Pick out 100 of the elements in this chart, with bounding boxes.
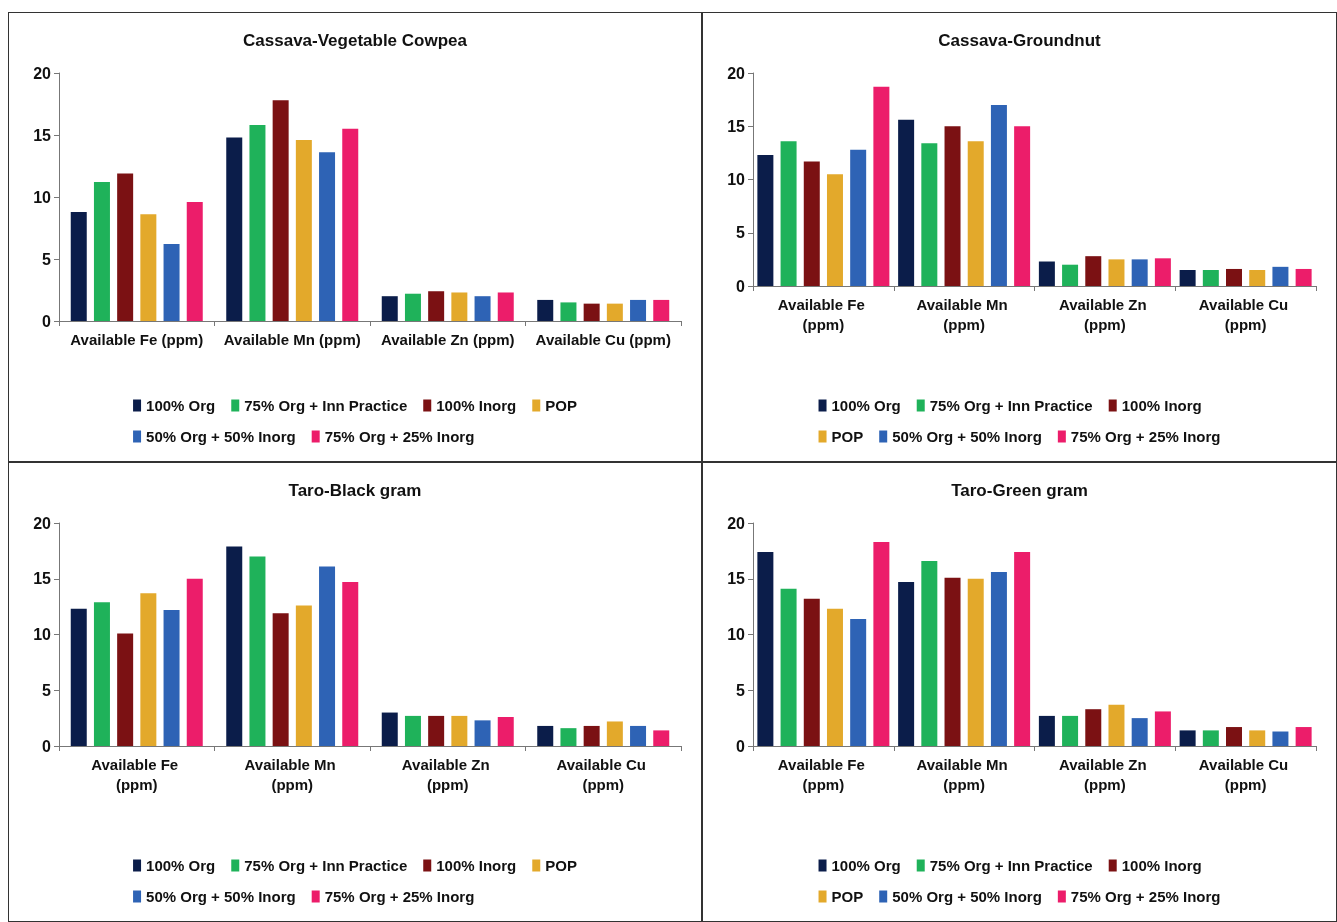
bar — [93, 602, 110, 746]
bar — [560, 728, 577, 746]
legend-label: 75% Org + 25% Inorg — [1070, 428, 1221, 445]
x-tick-label: Available Cu (ppm) — [1198, 755, 1293, 793]
bar — [428, 291, 445, 321]
bar — [780, 588, 797, 746]
legend-label: 100% Org — [146, 397, 216, 414]
bar — [1154, 711, 1171, 746]
bar — [117, 633, 134, 746]
bar — [70, 211, 87, 321]
bar — [630, 725, 647, 746]
x-tick-label: Available Mn (ppm) — [916, 295, 1012, 333]
legend-label: 100% Org — [146, 857, 216, 874]
bar — [1131, 259, 1148, 286]
bar — [226, 137, 243, 321]
bar — [186, 201, 203, 321]
bar — [757, 155, 774, 286]
legend-label: 75% Org + Inn Practice — [244, 857, 408, 874]
bar — [850, 618, 867, 746]
legend-label: 75% Org + 25% Inorg — [324, 888, 475, 905]
bar — [1108, 259, 1125, 286]
bar — [967, 578, 984, 746]
bar — [1154, 258, 1171, 286]
bar — [1272, 731, 1289, 746]
bar — [117, 173, 134, 321]
x-tick-label: Available Fe (ppm) — [70, 330, 204, 348]
bar — [921, 560, 938, 746]
legend-label: POP — [831, 888, 864, 905]
bar — [1295, 268, 1312, 286]
y-tick-label: 20 — [727, 514, 746, 532]
bar — [1202, 730, 1219, 746]
bar — [826, 608, 843, 746]
bar — [226, 546, 243, 746]
bar — [1179, 270, 1196, 286]
bar — [451, 715, 468, 746]
bar — [1226, 727, 1243, 746]
legend-label: 100% Org — [831, 857, 901, 874]
y-tick-label: 10 — [33, 188, 52, 206]
y-tick-label: 15 — [33, 126, 52, 144]
bar — [826, 174, 843, 286]
legend-label: 100% Inorg — [436, 857, 517, 874]
bar — [474, 720, 491, 746]
y-tick-label: 5 — [42, 250, 52, 268]
bar — [319, 152, 336, 321]
y-tick-label: 5 — [736, 224, 746, 242]
bar — [873, 541, 890, 746]
y-tick-label: 15 — [727, 117, 746, 135]
bar — [537, 299, 554, 321]
bar — [249, 125, 266, 321]
bar — [1249, 730, 1266, 746]
y-tick-label: 10 — [727, 171, 746, 188]
legend-label: 50% Org + 50% Inorg — [146, 888, 296, 905]
bar — [990, 104, 1007, 286]
x-tick-label: Available Fe (ppm) — [777, 755, 869, 793]
bar — [163, 244, 180, 321]
bar — [803, 161, 820, 286]
bar — [272, 100, 289, 321]
bar — [1272, 266, 1289, 286]
legend-label: POP — [831, 428, 864, 445]
bar — [1014, 126, 1031, 286]
y-tick-label: 15 — [727, 570, 746, 588]
legend-label: 75% Org + Inn Practice — [929, 857, 1093, 874]
legend-label: 50% Org + 50% Inorg — [892, 428, 1042, 445]
y-tick-label: 15 — [33, 570, 52, 588]
bar — [850, 149, 867, 286]
bar — [249, 556, 266, 746]
bar — [295, 605, 312, 746]
y-tick-label: 5 — [42, 681, 52, 699]
legend-label: 100% Org — [831, 397, 901, 414]
bar — [342, 582, 359, 746]
bar — [140, 214, 157, 321]
bar — [606, 721, 623, 746]
y-tick-label: 10 — [33, 626, 52, 643]
bar — [606, 303, 623, 321]
x-tick-label: Available Zn (ppm) — [1058, 755, 1151, 793]
legend-label: 100% Inorg — [1121, 397, 1202, 414]
bar — [295, 139, 312, 321]
legend-label: 50% Org + 50% Inorg — [146, 428, 296, 445]
bar — [70, 608, 87, 746]
bar — [757, 551, 774, 746]
bar — [780, 141, 797, 286]
y-tick-label: 20 — [33, 64, 52, 82]
bar — [404, 715, 421, 746]
bar — [1085, 709, 1102, 746]
legend-label: 50% Org + 50% Inorg — [892, 888, 1042, 905]
bar — [497, 292, 514, 321]
bar — [272, 613, 289, 746]
bar — [537, 725, 554, 746]
bar — [1062, 264, 1079, 286]
bar — [944, 577, 961, 746]
y-tick-label: 0 — [42, 312, 52, 330]
chart-title: Taro-Green gram — [951, 481, 1088, 500]
legend-label: 100% Inorg — [436, 397, 517, 414]
y-tick-label: 20 — [727, 64, 746, 82]
x-tick-label: Available Cu (ppm) — [1198, 295, 1293, 333]
bar — [898, 582, 915, 746]
bar — [404, 293, 421, 321]
bar — [1131, 718, 1148, 746]
y-tick-label: 5 — [736, 681, 746, 699]
bar — [967, 141, 984, 286]
